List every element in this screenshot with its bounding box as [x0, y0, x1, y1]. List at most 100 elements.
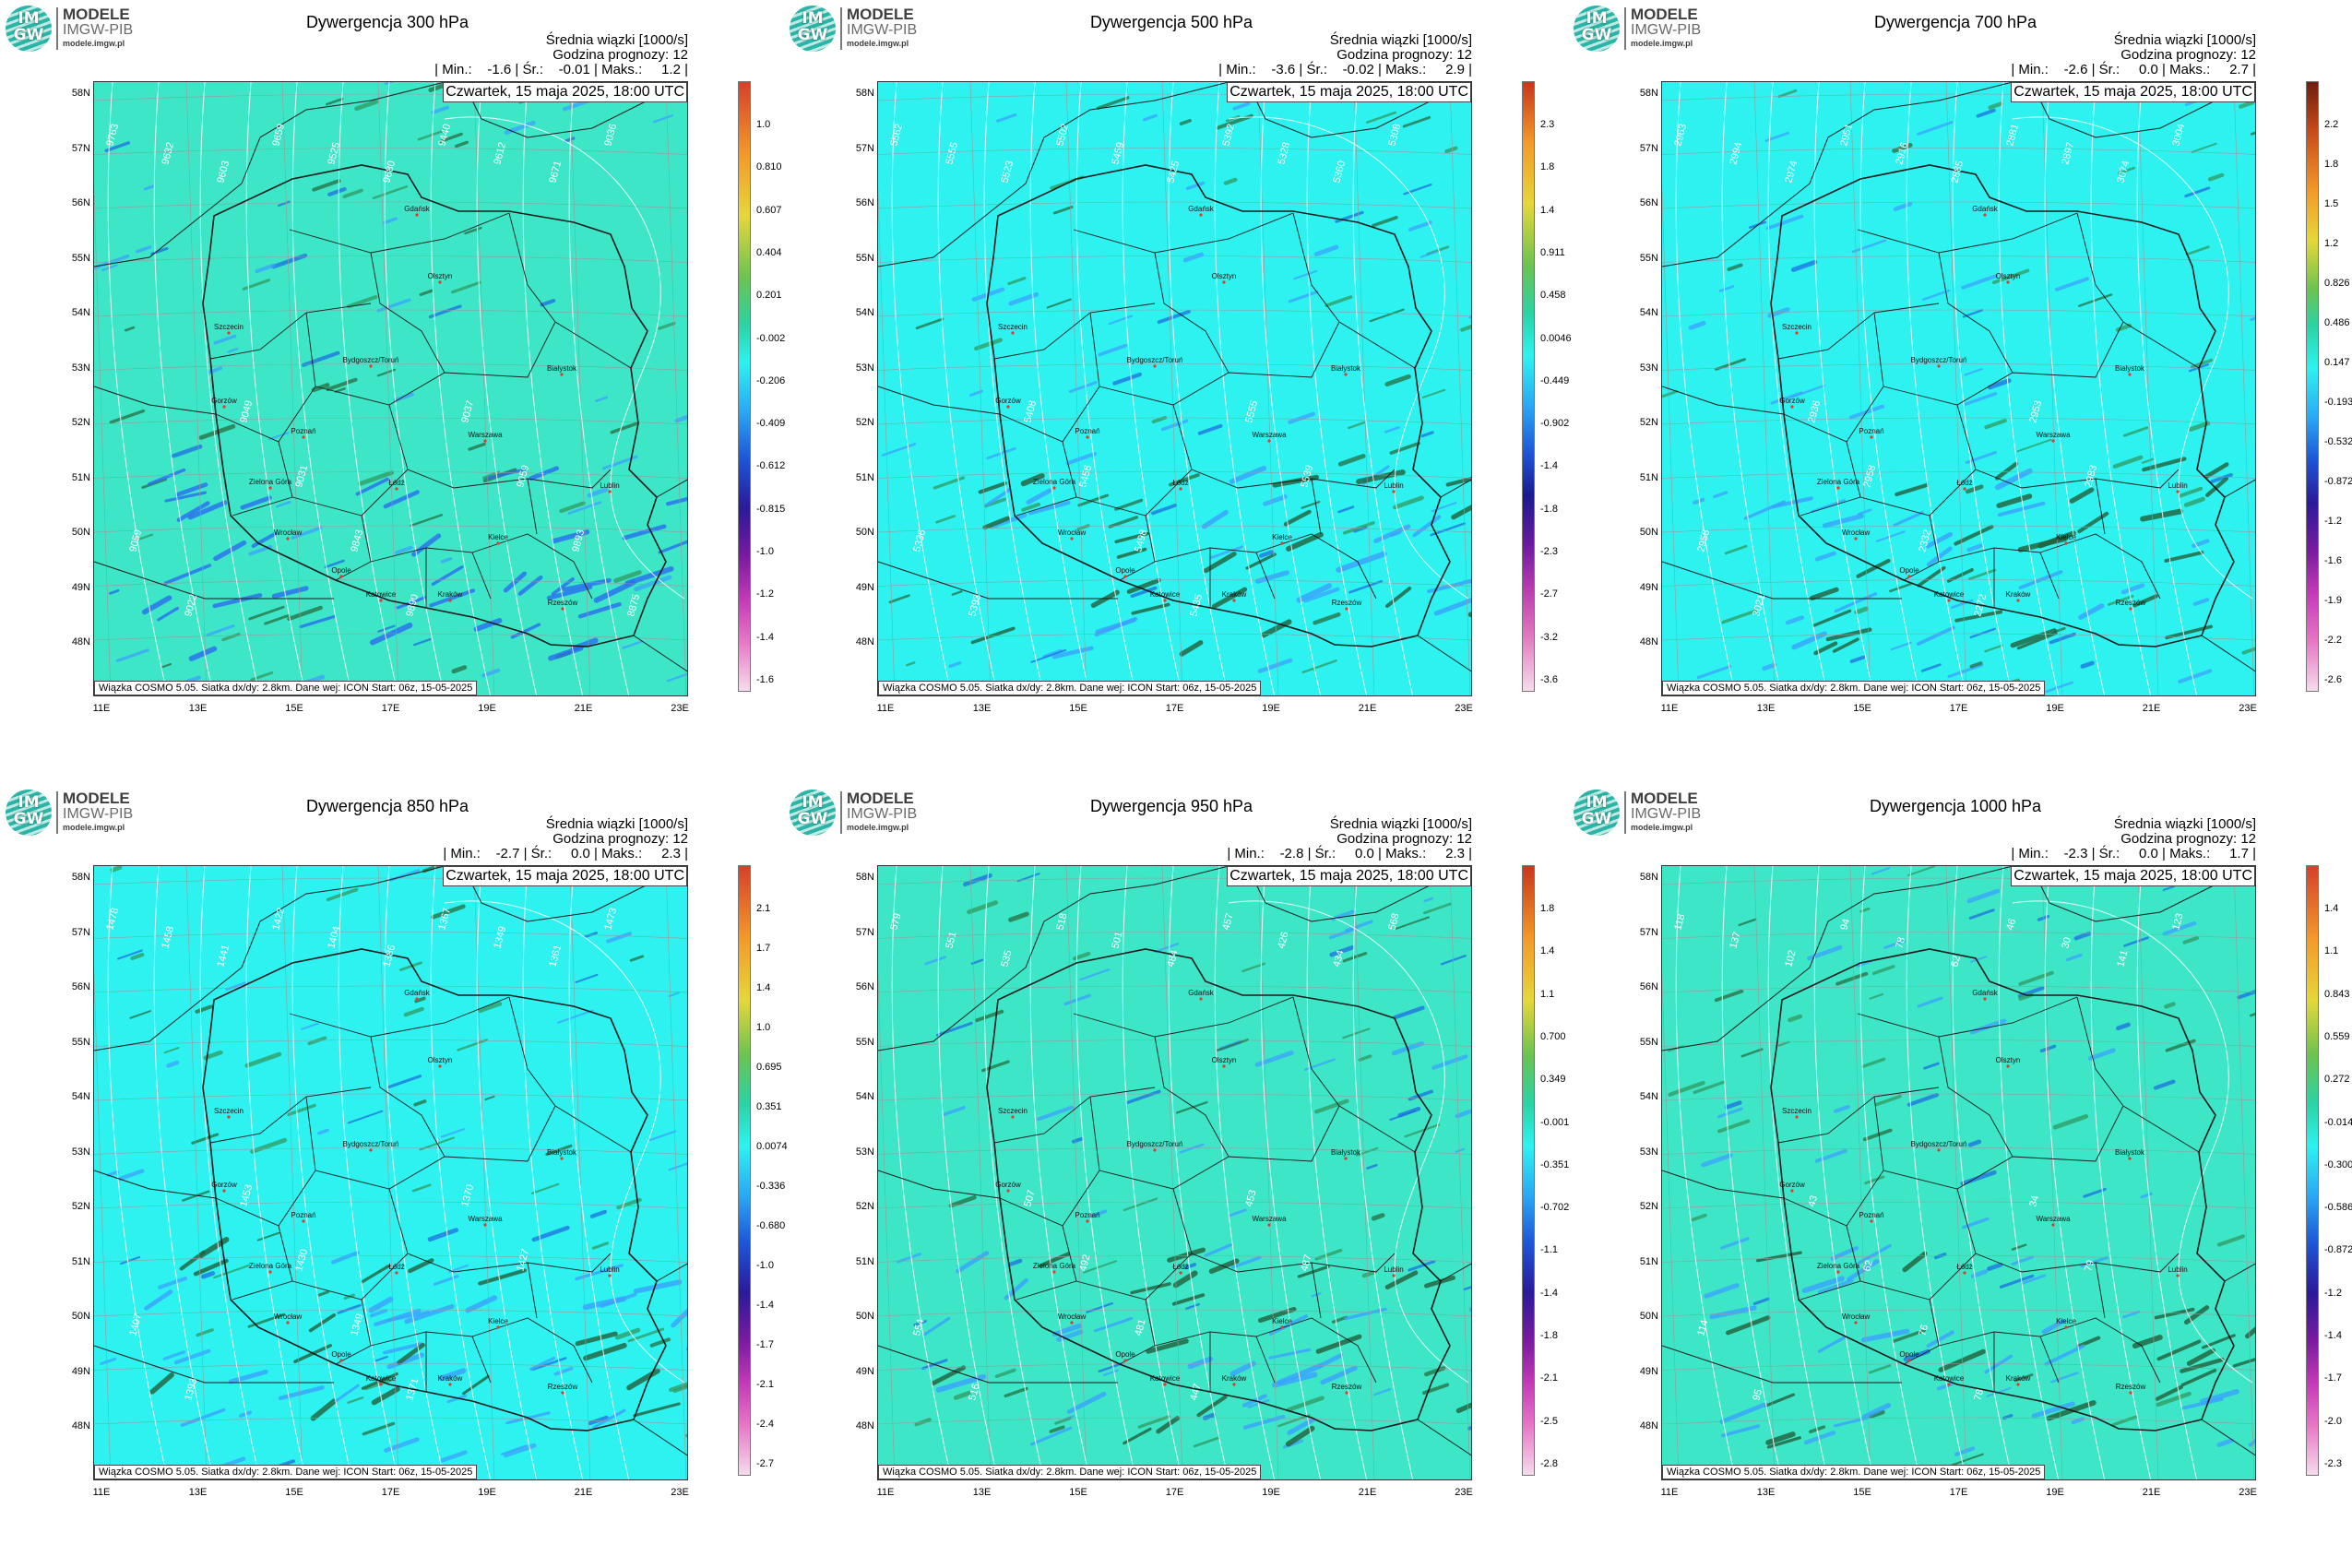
divergence-streak [2116, 1022, 2131, 1031]
divergence-streak [1329, 944, 1355, 957]
longitude-gridline [2233, 866, 2255, 1479]
city-label: Zielona Góra [1033, 478, 1076, 486]
mountain-band-streak [1268, 1348, 1312, 1360]
divergence-streak [439, 132, 463, 143]
city-marker [2006, 1064, 2010, 1068]
divergence-streak [1868, 1364, 1892, 1374]
divergence-streak [1817, 1278, 1854, 1294]
voivodeship-border [993, 1087, 1156, 1144]
isoline-label: 34 [2027, 1194, 2041, 1208]
divergence-streak [1693, 497, 1705, 505]
latitude-gridline [94, 148, 687, 155]
latitude-gridline [1662, 985, 2255, 993]
mountain-band-streak [2244, 1326, 2255, 1339]
latitude-tick-label: 52N [1639, 417, 1658, 428]
map-canvas: 9763963296039659952596809440961296719036… [94, 82, 687, 695]
city-marker [222, 405, 226, 409]
divergence-streak [411, 1183, 432, 1193]
divergence-streak [1662, 389, 1679, 398]
city-marker [1345, 1391, 1348, 1395]
colorbar-tick-label: 0.911 [1540, 246, 1565, 258]
divergence-streak [672, 1384, 687, 1394]
city-marker [2129, 607, 2132, 611]
colorbar-tick-label: -0.612 [756, 460, 786, 472]
mountain-band-streak [1066, 1391, 1107, 1414]
city-label: Kraków [2006, 1374, 2031, 1383]
colorbar-tick-label: -1.6 [756, 674, 774, 685]
divergence-streak [1834, 1104, 1850, 1113]
divergence-streak [2250, 1013, 2255, 1017]
latitude-tick-label: 53N [855, 1146, 874, 1158]
mountain-band-streak [622, 524, 667, 540]
longitude-tick-label: 19E [2046, 1487, 2064, 1498]
city-marker [1179, 487, 1182, 491]
colorbar-tick-label: -0.586 [2324, 1202, 2352, 1214]
forecast-hour-label: Godzina prognozy: 12 [1336, 831, 1472, 847]
voivodeship-border [508, 212, 632, 369]
longitude-tick-label: 13E [1756, 1487, 1776, 1498]
longitude-gridline [281, 866, 303, 1479]
divergence-streak [1421, 388, 1446, 398]
logo-mark-top: IM [802, 793, 824, 812]
longitude-gridline [2233, 82, 2255, 695]
mountain-band-streak [1997, 501, 2046, 517]
longitude-tick-label: 23E [2239, 1487, 2257, 1498]
latitude-gridline [878, 309, 1471, 317]
latitude-tick-label: 53N [1639, 1146, 1658, 1158]
longitude-tick-label: 13E [188, 1487, 208, 1498]
mountain-band-streak [935, 1373, 987, 1393]
divergence-streak [413, 1099, 427, 1107]
divergence-streak [2020, 1274, 2047, 1286]
mountain-band-streak [478, 1268, 528, 1286]
latitude-tick-label: 50N [71, 527, 90, 538]
colorbar [1522, 865, 1535, 1476]
city-marker [1392, 1274, 1396, 1277]
isoline-label: 1441 [215, 944, 232, 968]
divergence-streak [1125, 1089, 1161, 1105]
longitude-tick-label: 15E [1853, 1487, 1871, 1498]
divergence-streak [227, 347, 239, 353]
colorbar-tick-label: -1.7 [756, 1339, 774, 1350]
divergence-streak [2013, 1373, 2034, 1383]
latitude-tick-label: 54N [855, 307, 874, 318]
latitude-gridline [94, 309, 687, 317]
mountain-band-streak [1268, 1314, 1308, 1336]
mountain-band-streak [1204, 1243, 1233, 1257]
colorbar-tick-label: -1.2 [2324, 1287, 2342, 1299]
mountain-band-streak [149, 1372, 174, 1395]
divergence-streak [1337, 505, 1355, 514]
colorbar [738, 865, 751, 1476]
divergence-streak [1389, 1110, 1417, 1122]
isoline-label: 78 [1972, 1388, 1986, 1402]
imgw-logo: IM GW MODELE IMGW-PIB modele.imgw.pl [790, 6, 937, 52]
colorbar-tick-label: -2.7 [756, 1458, 774, 1469]
divergence-streak [2011, 1243, 2027, 1251]
longitude-gridline [377, 866, 399, 1479]
isoline-label: 2951 [1838, 123, 1855, 148]
city-marker [438, 280, 442, 284]
mountain-band-streak [1171, 1293, 1206, 1306]
divergence-streak [1137, 1415, 1171, 1429]
isoline-label: 30 [2060, 936, 2073, 950]
mountain-band-streak [1813, 641, 1838, 656]
divergence-streak [1693, 1080, 1726, 1095]
voivodeship-border [291, 1253, 409, 1301]
latitude-tick-label: 51N [855, 1255, 874, 1267]
city-label: Wrocław [274, 529, 303, 537]
isoline [107, 82, 169, 695]
colorbar-tick-label: -0.872 [2324, 476, 2352, 487]
city-marker [1123, 1359, 1127, 1362]
voivodeship-border [471, 1317, 593, 1384]
longitude-tick-label: 21E [1358, 1487, 1377, 1498]
divergence-streak [906, 661, 916, 667]
divergence-streak [1313, 244, 1339, 256]
mountain-band-streak [462, 1374, 490, 1396]
divergence-streak [1790, 259, 1818, 272]
divergence-streak [1393, 1005, 1425, 1020]
isoline-label: 1371 [404, 1377, 421, 1402]
city-marker [379, 1383, 383, 1386]
mountain-band-streak [1156, 1416, 1181, 1434]
longitude-gridline [1849, 82, 1871, 695]
divergence-streak [1337, 454, 1366, 467]
logo-divider [56, 791, 58, 834]
